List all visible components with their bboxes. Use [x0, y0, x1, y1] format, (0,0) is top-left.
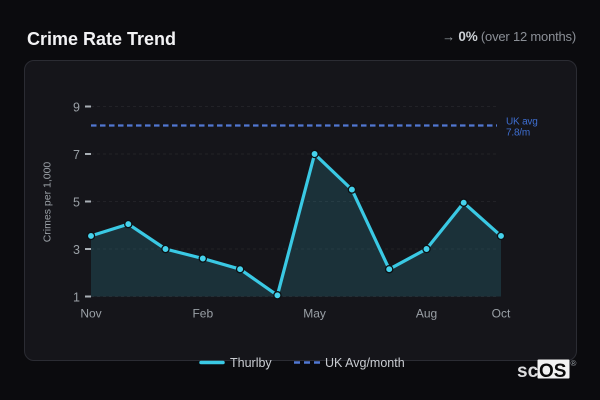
- svg-text:®: ®: [571, 359, 577, 368]
- svg-text:UK Avg/month: UK Avg/month: [325, 356, 405, 370]
- svg-text:5: 5: [73, 196, 80, 210]
- svg-text:7: 7: [73, 148, 80, 162]
- svg-text:Feb: Feb: [192, 307, 213, 321]
- svg-text:Aug: Aug: [416, 307, 437, 321]
- svg-text:May: May: [303, 307, 326, 321]
- svg-text:Crimes per 1,000: Crimes per 1,000: [42, 162, 54, 243]
- svg-text:Thurlby: Thurlby: [230, 356, 272, 370]
- svg-text:3: 3: [73, 243, 80, 257]
- svg-text:7.8/m: 7.8/m: [506, 128, 530, 139]
- svg-text:Nov: Nov: [80, 307, 101, 321]
- svg-text:Oct: Oct: [492, 307, 511, 321]
- svg-text:sc: sc: [517, 361, 539, 382]
- svg-text:OS: OS: [539, 361, 566, 382]
- svg-text:UK avg: UK avg: [506, 117, 538, 128]
- svg-text:1: 1: [73, 291, 80, 305]
- svg-text:9: 9: [73, 101, 80, 115]
